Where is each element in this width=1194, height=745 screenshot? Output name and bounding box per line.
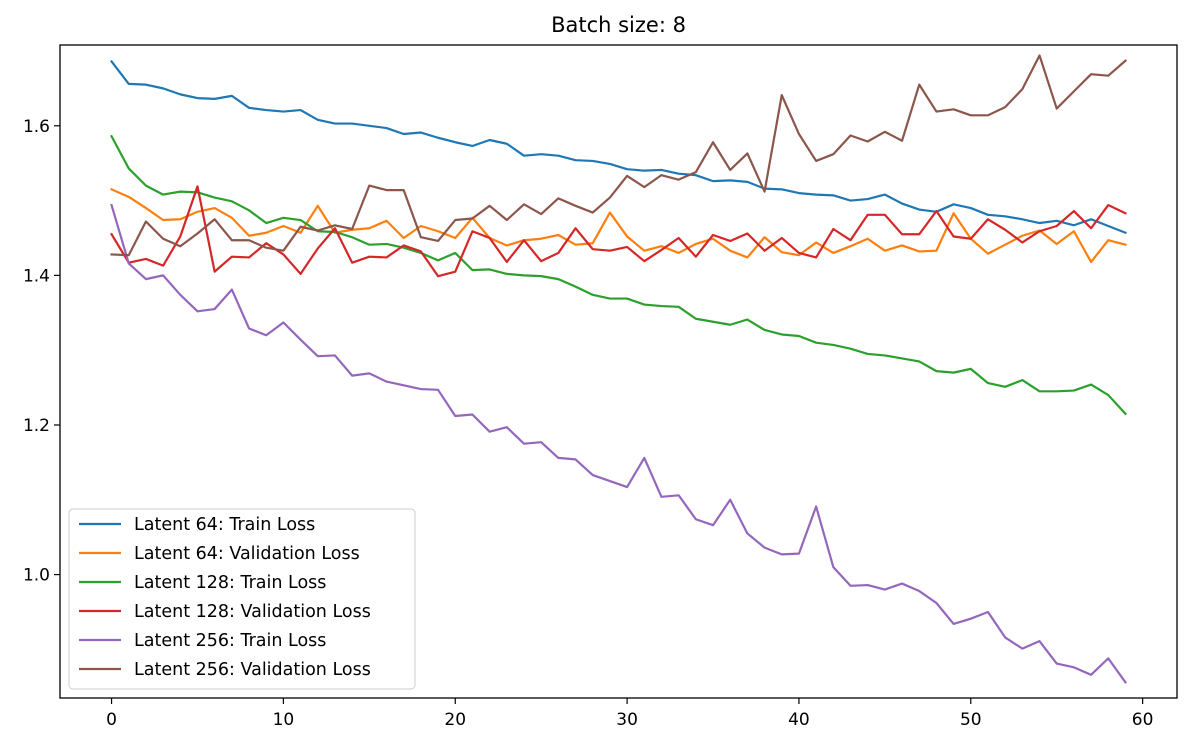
axes-frame — [59, 44, 1178, 699]
legend: Latent 64: Train Loss Latent 64: Validati… — [68, 508, 416, 690]
x-tick-label: 0 — [106, 710, 117, 730]
x-tick-label: 10 — [273, 710, 295, 730]
y-tick-label: 1.2 — [23, 416, 50, 436]
series-line-1 — [110, 59, 1127, 235]
legend-label: Latent 64: Train Loss — [134, 515, 315, 535]
legend-label: Latent 256: Train Loss — [134, 631, 326, 651]
legend-box — [68, 508, 416, 690]
x-tick-label: 30 — [616, 710, 638, 730]
y-tick-label: 1.6 — [23, 117, 50, 137]
x-tick-label: 40 — [788, 710, 810, 730]
x-tick-label: 20 — [444, 710, 466, 730]
x-tick-label: 50 — [960, 710, 982, 730]
series-line-6 — [110, 54, 1128, 257]
series-line-3 — [110, 134, 1128, 416]
series-line-4 — [110, 185, 1127, 278]
y-tick-label: 1.0 — [23, 566, 50, 586]
legend-label: Latent 128: Train Loss — [134, 573, 326, 593]
series-line-2 — [110, 187, 1127, 264]
series-line-5 — [110, 203, 1127, 684]
legend-label: Latent 256: Validation Loss — [134, 660, 371, 680]
y-tick-label: 1.4 — [23, 266, 50, 286]
legend-label: Latent 64: Validation Loss — [134, 544, 360, 564]
plot-area — [110, 54, 1128, 684]
x-tick-label: 60 — [1132, 710, 1154, 730]
y-axis: 1.0 1.2 1.4 1.6 — [23, 117, 60, 586]
chart-title: Batch size: 8 — [551, 13, 686, 37]
x-axis: 0 10 20 30 40 50 60 — [106, 698, 1153, 730]
legend-label: Latent 128: Validation Loss — [134, 602, 371, 622]
